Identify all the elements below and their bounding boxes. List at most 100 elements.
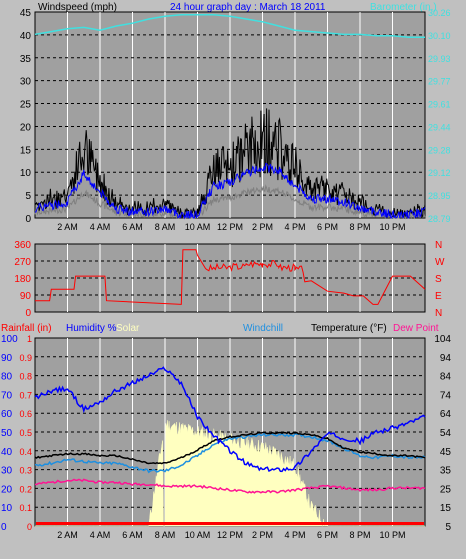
y2-tick-label: 29.44 — [428, 122, 451, 132]
direction-letter: N — [435, 308, 442, 319]
direction-letter: W — [435, 257, 445, 268]
barometer-axis-title: Barometer (in.) — [370, 2, 437, 13]
temperature-tick-label: 25 — [440, 484, 452, 495]
direction-letter: E — [435, 291, 442, 302]
windchill-line — [34, 432, 426, 474]
rain-tick-label: 0.7 — [19, 390, 32, 400]
rain-tick-label: 0.8 — [19, 372, 32, 382]
humidity-line — [34, 366, 426, 473]
humidity-tick-label: 100 — [1, 334, 18, 345]
y-tick-label: 5 — [25, 191, 31, 202]
y2-tick-label: 28.95 — [428, 191, 451, 201]
temperature-line — [34, 431, 426, 465]
x-tick-label: 2 PM — [252, 530, 273, 540]
x-tick-label: 2 AM — [57, 222, 78, 232]
x-tick-label: 8 PM — [349, 222, 370, 232]
x-tick-label: 8 AM — [155, 530, 176, 540]
rain-tick-label: 0.9 — [19, 353, 32, 363]
temperature-tick-label: 15 — [440, 503, 452, 514]
x-tick-label: 10 AM — [185, 530, 211, 540]
y-tick-label: 45 — [20, 8, 32, 19]
y-tick-label: 40 — [20, 31, 32, 42]
y2-tick-label: 28.79 — [428, 214, 451, 224]
y-tick-label: 270 — [14, 257, 31, 268]
temperature-tick-label: 35 — [440, 466, 452, 477]
temperature-tick-label: 74 — [440, 390, 452, 401]
humidity-tick-label: 20 — [1, 484, 13, 495]
humidity-tick-label: 0 — [1, 522, 7, 533]
x-tick-label: 4 AM — [90, 530, 111, 540]
x-tick-label: 6 PM — [317, 222, 338, 232]
x-tick-label: 10 AM — [185, 222, 211, 232]
y-tick-label: 360 — [14, 240, 31, 251]
y2-tick-label: 29.28 — [428, 145, 451, 155]
legend-windchill: Windchill — [243, 323, 283, 334]
rain-tick-label: 0.5 — [19, 428, 32, 438]
temperature-tick-label: 94 — [440, 353, 452, 364]
temperature-tick-label: 5 — [445, 522, 451, 533]
rain-tick-label: 0 — [27, 522, 32, 532]
y2-tick-label: 30.26 — [428, 8, 451, 18]
wind-base-line — [34, 184, 426, 220]
humidity-tick-label: 60 — [1, 409, 13, 420]
temperature-tick-label: 104 — [434, 334, 451, 345]
x-tick-label: 2 AM — [57, 530, 78, 540]
x-tick-label: 10 PM — [379, 222, 405, 232]
humidity-tick-label: 30 — [1, 466, 13, 477]
humidity-tick-label: 90 — [1, 353, 13, 364]
wind-direction-line — [35, 249, 426, 305]
x-tick-label: 8 AM — [155, 222, 176, 232]
temperature-tick-label: 45 — [440, 447, 452, 458]
y2-tick-label: 29.12 — [428, 168, 451, 178]
humidity-tick-label: 40 — [1, 447, 13, 458]
legend-solar: Solar — [116, 323, 140, 334]
humidity-tick-label: 50 — [1, 428, 13, 439]
legend-humidity: Humidity % — [66, 323, 117, 334]
legend-rainfall: Rainfall (in) — [1, 323, 52, 334]
x-tick-label: 12 PM — [217, 530, 243, 540]
barometer-line — [34, 14, 425, 38]
y-tick-label: 30 — [20, 77, 32, 88]
y2-tick-label: 30.10 — [428, 31, 451, 41]
legend-dewpoint: Dew Point — [393, 323, 439, 334]
x-tick-label: 6 AM — [122, 530, 143, 540]
rain-tick-label: 0.6 — [19, 409, 32, 419]
temperature-tick-label: 84 — [440, 372, 452, 383]
rain-tick-label: 0.2 — [19, 484, 32, 494]
wind-average-line — [34, 162, 426, 220]
chart-title: 24 hour graph day : March 18 2011 — [170, 2, 326, 13]
y-tick-label: 35 — [20, 54, 32, 65]
rain-tick-label: 1 — [27, 334, 32, 344]
direction-letter: N — [435, 240, 442, 251]
chart-marks: 2 AM 4 AM 6 AM 8 AM 10 AM 12 PM 2 PM 4 PM 6 PM 8 … — [1, 8, 451, 540]
y2-tick-label: 29.93 — [428, 54, 451, 64]
x-tick-label: 4 AM — [90, 222, 111, 232]
y-tick-label: 25 — [20, 100, 32, 111]
y-tick-label: 20 — [20, 122, 32, 133]
direction-letter: S — [435, 274, 442, 285]
humidity-tick-label: 70 — [1, 390, 13, 401]
x-tick-label: 10 PM — [379, 530, 405, 540]
y-tick-label: 0 — [25, 308, 31, 319]
y-tick-label: 0 — [25, 214, 31, 225]
rain-tick-label: 0.4 — [19, 447, 32, 457]
x-tick-label: 2 PM — [252, 222, 273, 232]
humidity-tick-label: 10 — [1, 503, 13, 514]
x-tick-label: 6 PM — [317, 530, 338, 540]
temperature-tick-label: 64 — [440, 409, 452, 420]
y-tick-label: 90 — [20, 291, 32, 302]
y2-tick-label: 29.61 — [428, 100, 451, 110]
temperature-tick-label: 54 — [440, 428, 452, 439]
y-tick-label: 180 — [14, 274, 31, 285]
y-tick-label: 10 — [20, 168, 32, 179]
legend-temperature: Temperature (°F) — [311, 323, 387, 334]
rain-tick-label: 0.1 — [19, 503, 32, 513]
wind-gust-line — [34, 108, 426, 219]
windspeed-axis-title: Windspeed (mph) — [38, 2, 117, 13]
dewpoint-line — [34, 478, 426, 494]
rain-tick-label: 0.3 — [19, 466, 32, 476]
y-tick-label: 15 — [20, 145, 32, 156]
x-tick-label: 4 PM — [284, 530, 305, 540]
